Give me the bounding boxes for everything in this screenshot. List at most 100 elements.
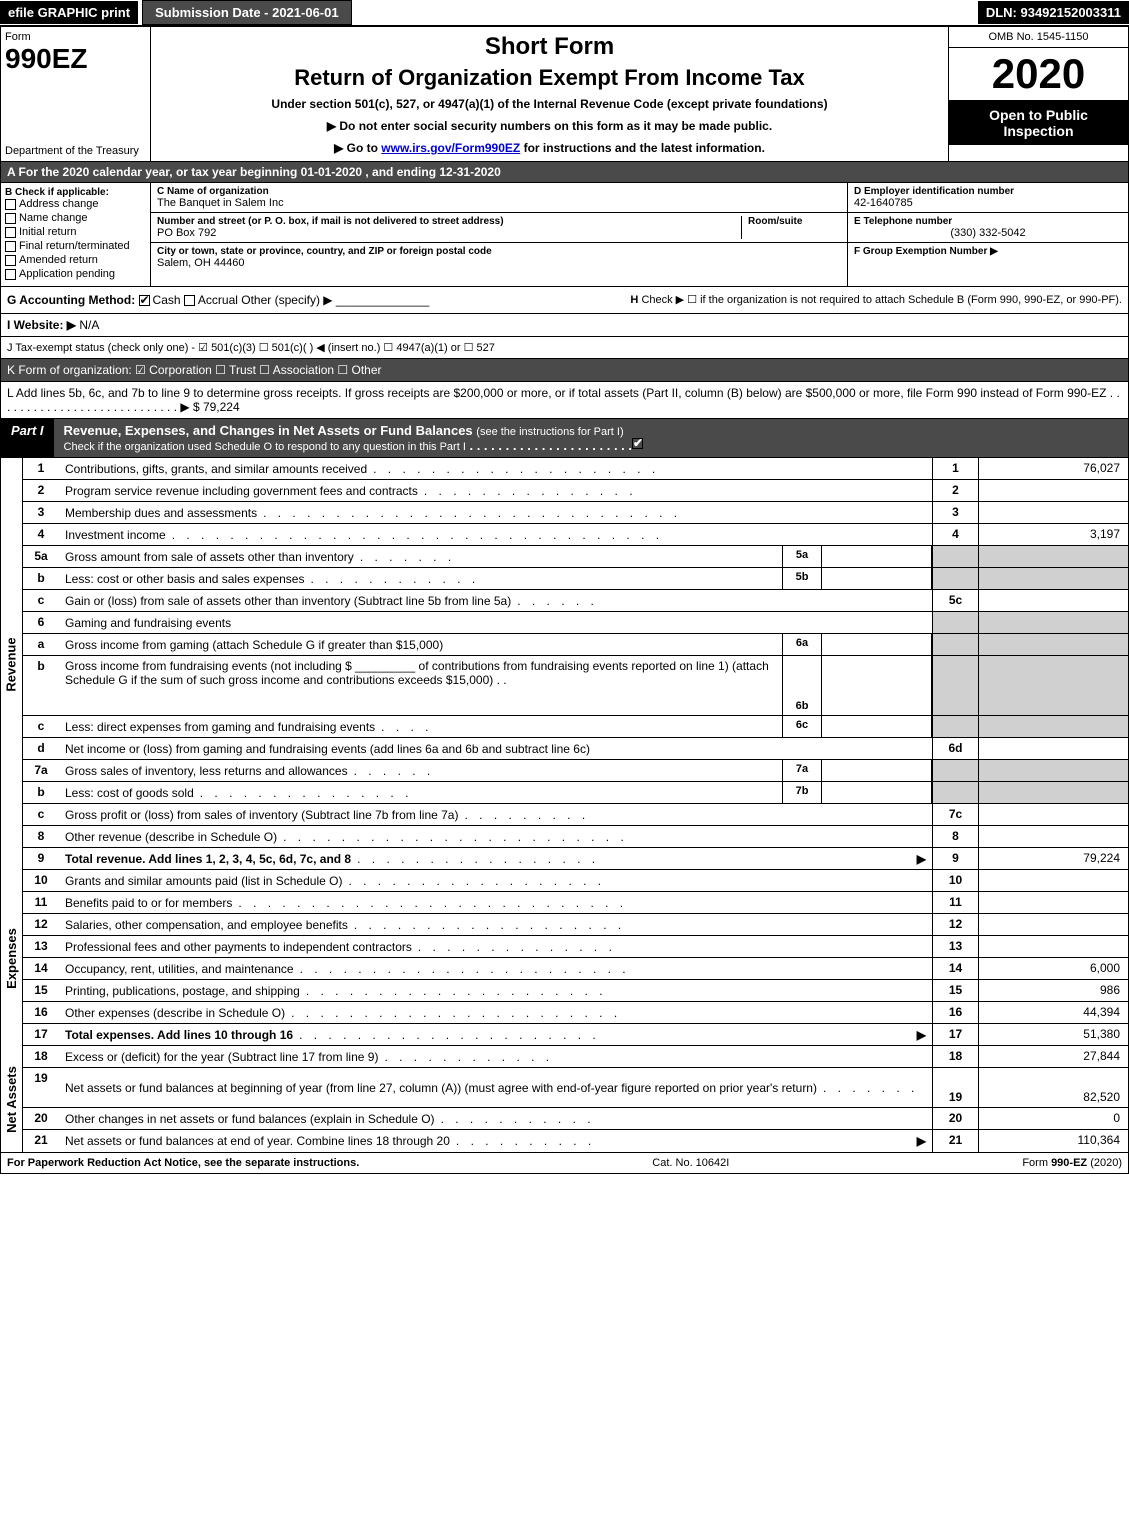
col-b-header: B Check if applicable: [5,187,146,198]
goto-instructions: ▶ Go to www.irs.gov/Form990EZ for instru… [157,141,942,155]
phone-value: (330) 332-5042 [854,227,1122,239]
expenses-side-label: Expenses [1,870,23,1046]
application-pending-checkbox[interactable]: Application pending [5,268,146,280]
line-5b: b Less: cost or other basis and sales ex… [23,568,1128,590]
line-18: 18 Excess or (deficit) for the year (Sub… [23,1046,1128,1068]
line-12: 12 Salaries, other compensation, and emp… [23,914,1128,936]
street-row: Number and street (or P. O. box, if mail… [151,213,847,243]
efile-graphic-print-button[interactable]: efile GRAPHIC print [0,1,138,24]
line-3: 3 Membership dues and assessments. . . .… [23,502,1128,524]
row-i-website: I Website: ▶ N/A [0,314,1129,337]
line-1-value: 76,027 [978,458,1128,479]
city-label: City or town, state or province, country… [157,246,841,257]
line-9-value: 79,224 [978,848,1128,869]
line-2: 2 Program service revenue including gove… [23,480,1128,502]
part-1-title: Revenue, Expenses, and Changes in Net As… [54,419,662,457]
header-right: OMB No. 1545-1150 2020 Open to Public In… [948,27,1128,161]
line-7b: b Less: cost of goods sold. . . . . . . … [23,782,1128,804]
no-ssn-warning: ▶ Do not enter social security numbers o… [157,119,942,133]
line-14-value: 6,000 [978,958,1128,979]
line-13: 13 Professional fees and other payments … [23,936,1128,958]
initial-return-checkbox[interactable]: Initial return [5,226,146,238]
line-6d: d Net income or (loss) from gaming and f… [23,738,1128,760]
address-change-checkbox[interactable]: Address change [5,198,146,210]
line-21: 21 Net assets or fund balances at end of… [23,1130,1128,1152]
form-page-label: Form 990-EZ (2020) [1022,1157,1122,1169]
revenue-side-label: Revenue [1,458,23,870]
ein-value: 42-1640785 [854,197,1122,209]
line-14: 14 Occupancy, rent, utilities, and maint… [23,958,1128,980]
paperwork-notice: For Paperwork Reduction Act Notice, see … [7,1157,359,1169]
ein-label: D Employer identification number [854,186,1122,197]
column-d-contact: D Employer identification number 42-1640… [848,183,1128,286]
gross-receipts-amount: ▶ $ 79,224 [180,400,239,414]
irs-link[interactable]: www.irs.gov/Form990EZ [381,141,520,155]
street-label: Number and street (or P. O. box, if mail… [157,216,741,227]
form-label: Form [5,31,146,43]
submission-date-button[interactable]: Submission Date - 2021-06-01 [142,0,352,25]
dln-label: DLN: 93492152003311 [978,1,1129,24]
net-assets-side-label: Net Assets [1,1046,23,1152]
org-name-value: The Banquet in Salem Inc [157,197,841,209]
line-19-value: 82,520 [978,1068,1128,1107]
line-8: 8 Other revenue (describe in Schedule O)… [23,826,1128,848]
top-bar: efile GRAPHIC print Submission Date - 20… [0,0,1129,26]
room-suite-label: Room/suite [748,216,841,227]
row-h-schedule-b: H Check ▶ ☐ if the organization is not r… [630,293,1122,307]
street-value: PO Box 792 [157,227,741,239]
phone-label: E Telephone number [854,216,1122,227]
group-exemption-label: F Group Exemption Number ▶ [854,246,1122,257]
amended-return-checkbox[interactable]: Amended return [5,254,146,266]
form-number: 990EZ [5,43,146,75]
city-row: City or town, state or province, country… [151,243,847,272]
column-c-org-info: C Name of organization The Banquet in Sa… [151,183,848,286]
line-6a: a Gross income from gaming (attach Sched… [23,634,1128,656]
revenue-section: Revenue 1 Contributions, gifts, grants, … [0,458,1129,870]
line-7a: 7a Gross sales of inventory, less return… [23,760,1128,782]
line-21-value: 110,364 [978,1130,1128,1152]
line-16-value: 44,394 [978,1002,1128,1023]
website-value: N/A [79,318,99,332]
name-change-checkbox[interactable]: Name change [5,212,146,224]
line-20: 20 Other changes in net assets or fund b… [23,1108,1128,1130]
line-9: 9 Total revenue. Add lines 1, 2, 3, 4, 5… [23,848,1128,870]
line-19: 19 Net assets or fund balances at beginn… [23,1068,1128,1108]
column-b-checkboxes: B Check if applicable: Address change Na… [1,183,151,286]
row-k-form-of-org: K Form of organization: ☑ Corporation ☐ … [0,359,1129,382]
line-6c: c Less: direct expenses from gaming and … [23,716,1128,738]
line-7c: c Gross profit or (loss) from sales of i… [23,804,1128,826]
return-title: Return of Organization Exempt From Incom… [157,65,942,91]
row-g-accounting: G Accounting Method: Cash Accrual Other … [0,287,1129,314]
accrual-checkbox[interactable] [184,295,195,306]
line-6b: b Gross income from fundraising events (… [23,656,1128,716]
org-name-label: C Name of organization [157,186,841,197]
under-section-text: Under section 501(c), 527, or 4947(a)(1)… [157,97,942,111]
expenses-section: Expenses 10 Grants and similar amounts p… [0,870,1129,1046]
group-exemption-row: F Group Exemption Number ▶ [848,243,1128,260]
phone-row: E Telephone number (330) 332-5042 [848,213,1128,243]
line-17-value: 51,380 [978,1024,1128,1045]
org-name-row: C Name of organization The Banquet in Sa… [151,183,847,213]
final-return-checkbox[interactable]: Final return/terminated [5,240,146,252]
net-assets-section: Net Assets 18 Excess or (deficit) for th… [0,1046,1129,1153]
part-1-header: Part I Revenue, Expenses, and Changes in… [0,419,1129,458]
line-4-value: 3,197 [978,524,1128,545]
row-a-tax-year: A For the 2020 calendar year, or tax yea… [0,162,1129,183]
line-5a: 5a Gross amount from sale of assets othe… [23,546,1128,568]
ein-row: D Employer identification number 42-1640… [848,183,1128,213]
line-15-value: 986 [978,980,1128,1001]
line-15: 15 Printing, publications, postage, and … [23,980,1128,1002]
part-1-label: Part I [1,419,54,457]
page-footer: For Paperwork Reduction Act Notice, see … [0,1153,1129,1174]
line-5c: c Gain or (loss) from sale of assets oth… [23,590,1128,612]
line-11: 11 Benefits paid to or for members. . . … [23,892,1128,914]
line-16: 16 Other expenses (describe in Schedule … [23,1002,1128,1024]
header-center: Short Form Return of Organization Exempt… [151,27,948,161]
schedule-o-checkbox[interactable] [632,438,643,449]
cash-checkbox[interactable] [139,295,150,306]
line-20-value: 0 [978,1108,1128,1129]
line-18-value: 27,844 [978,1046,1128,1067]
catalog-number: Cat. No. 10642I [652,1157,729,1169]
tax-year: 2020 [949,48,1128,101]
info-grid: B Check if applicable: Address change Na… [0,183,1129,287]
